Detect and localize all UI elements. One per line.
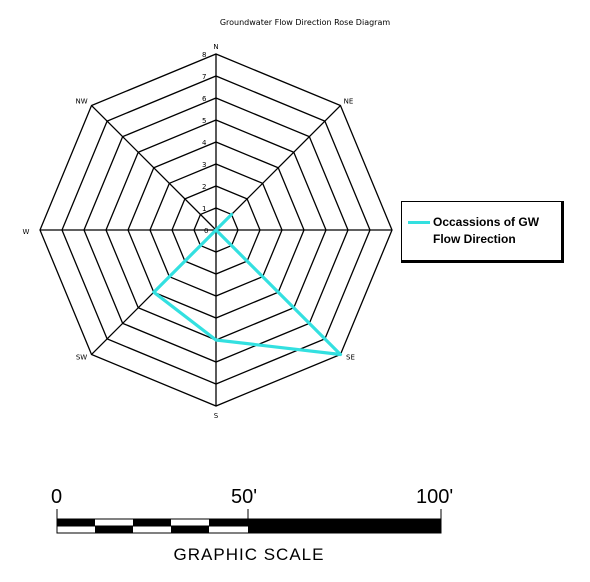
axis-label-w: W: [23, 228, 30, 236]
r-tick-label: 6: [202, 95, 207, 103]
axis-label-ne: NE: [344, 98, 354, 106]
grid-spoke-nw: [91, 105, 217, 231]
chart-legend: Occassions of GW Flow Direction: [401, 201, 564, 263]
scale-label-100: 100': [416, 486, 454, 508]
r-tick-label: 1: [202, 205, 206, 213]
legend-series-swatch: [408, 221, 430, 224]
r-tick-label: 4: [202, 139, 207, 147]
r-tick-label: 2: [202, 183, 206, 191]
r-tick-label: 5: [202, 117, 206, 125]
series-line-0: [152, 212, 343, 357]
graphic-scale-caption: GRAPHIC SCALE: [173, 545, 325, 564]
grid-spoke-ne: [215, 105, 341, 231]
scale-label-50: 50': [231, 486, 258, 508]
axis-label-sw: SW: [76, 353, 87, 361]
axis-label-nw: NW: [75, 98, 87, 106]
r-tick-label: 3: [202, 161, 206, 169]
scale-label-0: 0: [51, 486, 63, 508]
r-tick-label: 8: [202, 51, 206, 59]
r-tick-label: 0: [204, 227, 208, 235]
axis-label-s: S: [214, 412, 219, 420]
axis-label-se: SE: [346, 353, 355, 361]
radar-chart: 012345678NNEESESSWWNW: [23, 43, 407, 420]
chart-title: Groundwater Flow Direction Rose Diagram: [219, 18, 391, 27]
axis-label-n: N: [213, 43, 218, 51]
r-tick-label: 7: [202, 73, 206, 81]
legend-series-label: Occassions of GW Flow Direction: [433, 215, 540, 246]
